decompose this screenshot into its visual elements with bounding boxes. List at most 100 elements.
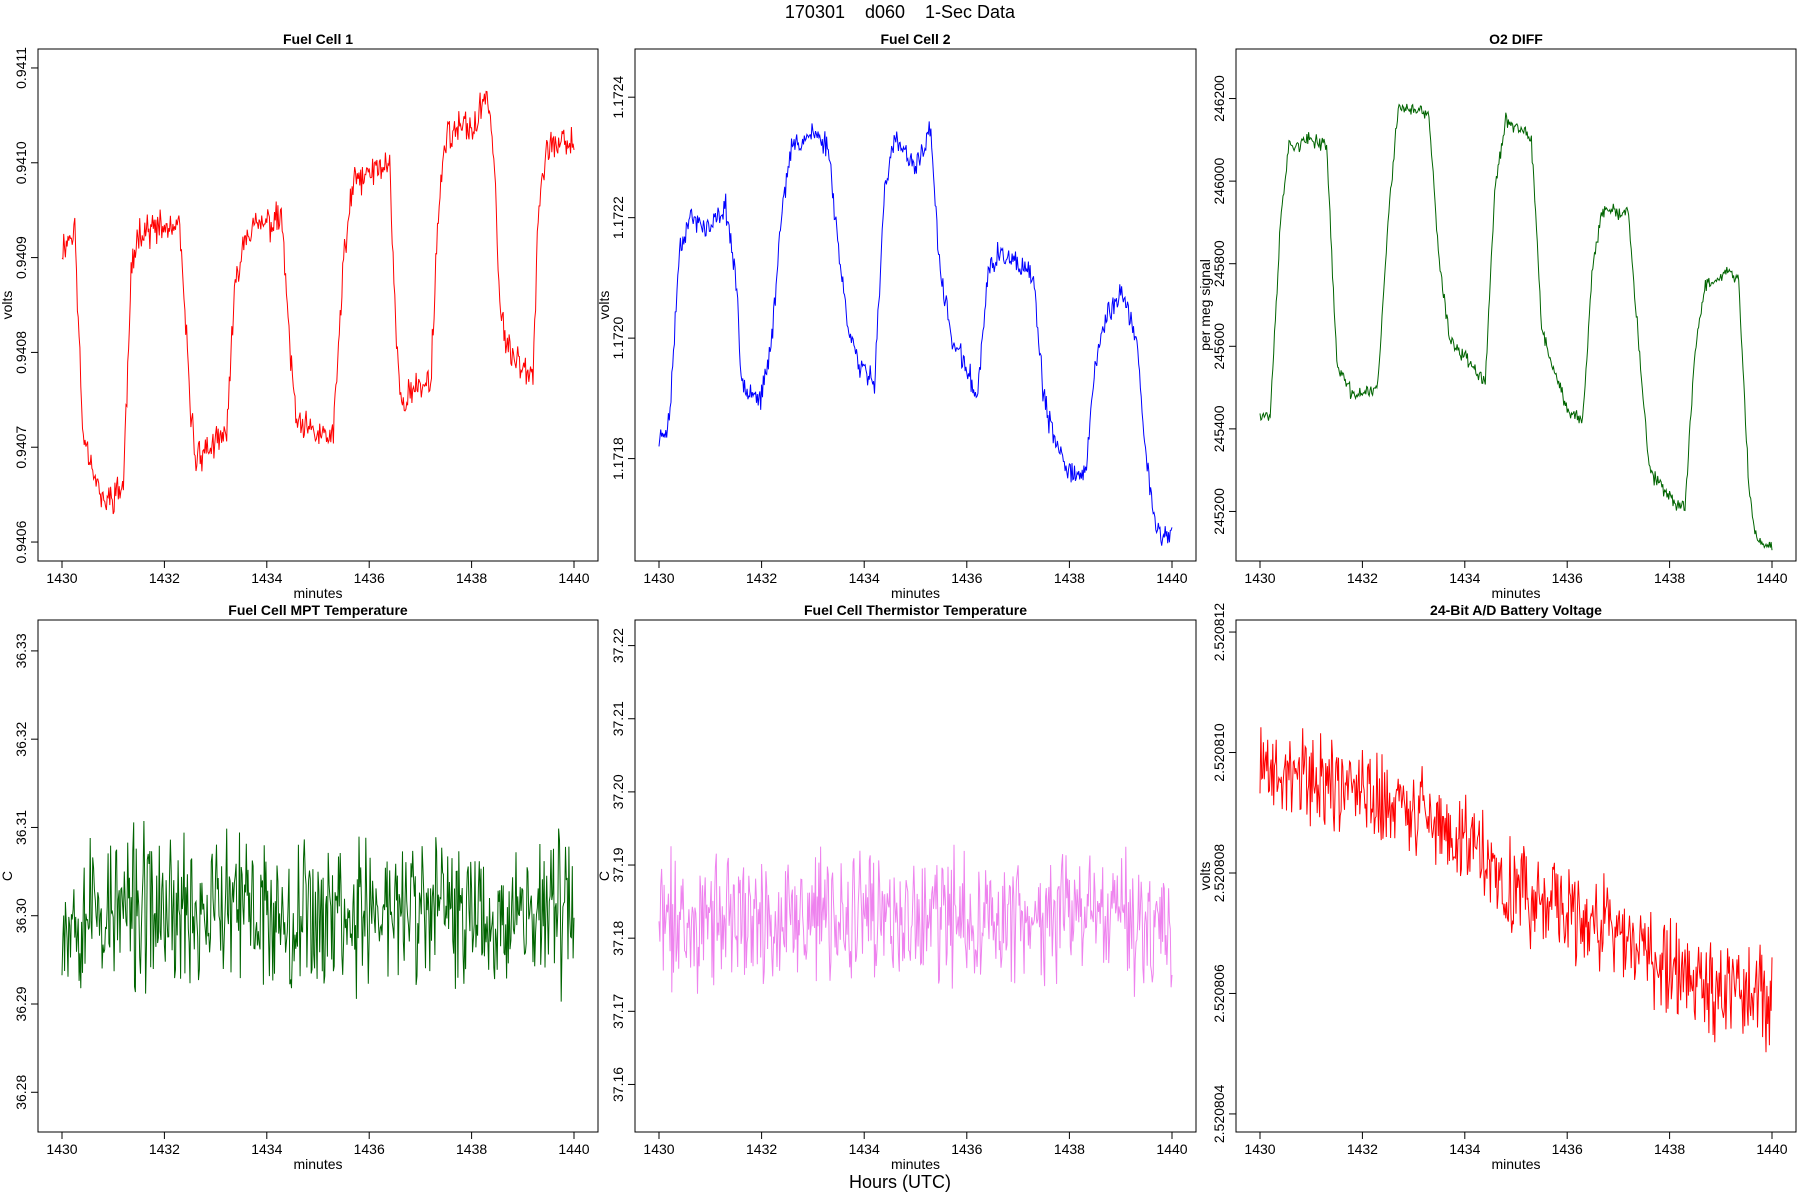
y-tick-label: 37.18 (610, 920, 626, 955)
x-tick-label: 1436 (951, 570, 982, 586)
series-line (1259, 727, 1773, 1053)
x-tick-label: 1430 (46, 570, 77, 586)
x-tick-label: 1438 (456, 570, 487, 586)
series-line (658, 844, 1173, 997)
y-tick-label: 37.22 (610, 628, 626, 663)
y-tick-label: 0.9411 (13, 47, 29, 89)
chart-panel-3: O2 DIFF 1430 1432 1434 1436 1438 1440 minutes 24… (1197, 31, 1797, 601)
y-tick-label: 2.520810 (1211, 723, 1227, 782)
y-tick-label: 36.28 (13, 1075, 29, 1110)
x-tick-label: 1434 (1449, 570, 1480, 586)
y-tick-label: 246000 (1211, 158, 1227, 205)
y-tick-label: 2.520804 (1211, 1085, 1227, 1144)
x-tick-label: 1434 (1449, 1141, 1480, 1157)
x-tick-label: 1432 (149, 1141, 180, 1157)
y-tick-label: 2.520808 (1211, 844, 1227, 903)
y-tick-label: 1.1718 (610, 437, 626, 480)
x-axis-label: minutes (293, 1156, 342, 1172)
x-tick-label: 1434 (849, 1141, 880, 1157)
plot-frame (634, 619, 1197, 1133)
x-tick-label: 1434 (251, 570, 282, 586)
y-tick-label: 37.16 (610, 1067, 626, 1102)
y-tick-label: 36.29 (13, 986, 29, 1021)
x-tick-label: 1438 (1654, 570, 1685, 586)
y-tick-label: 2.520812 (1211, 603, 1227, 662)
x-tick-label: 1434 (251, 1141, 282, 1157)
figure-x-caption: Hours (UTC) (849, 1172, 951, 1192)
y-axis-label: per meg signal (1197, 259, 1213, 351)
y-axis-label: volts (596, 291, 612, 320)
chart-panel-6: 24-Bit A/D Battery Voltage 1430 1432 1434 14… (1197, 602, 1797, 1172)
y-tick-label: 37.20 (610, 774, 626, 809)
plot-frame (37, 48, 599, 562)
series-line (61, 90, 575, 515)
x-axis-label: minutes (891, 1156, 940, 1172)
x-tick-label: 1432 (746, 1141, 777, 1157)
plot-title: Fuel Cell 1 (283, 31, 353, 47)
y-axis-label: C (596, 871, 612, 881)
y-tick-label: 245200 (1211, 488, 1227, 535)
y-tick-label: 245600 (1211, 323, 1227, 370)
y-tick-label: 36.32 (13, 721, 29, 756)
y-tick-label: 245800 (1211, 240, 1227, 287)
y-tick-label: 37.19 (610, 847, 626, 882)
y-tick-label: 36.30 (13, 898, 29, 933)
x-tick-label: 1432 (1347, 1141, 1378, 1157)
x-tick-label: 1430 (643, 570, 674, 586)
x-tick-label: 1438 (456, 1141, 487, 1157)
x-tick-label: 1430 (643, 1141, 674, 1157)
series-line (1259, 103, 1773, 551)
y-tick-label: 0.9410 (13, 141, 29, 184)
y-tick-label: 1.1724 (610, 76, 626, 119)
y-tick-label: 36.33 (13, 633, 29, 668)
series-line (61, 820, 575, 1002)
y-tick-label: 36.31 (13, 810, 29, 845)
x-tick-label: 1436 (354, 570, 385, 586)
x-tick-label: 1434 (849, 570, 880, 586)
y-tick-label: 246200 (1211, 75, 1227, 122)
plot-title: Fuel Cell Thermistor Temperature (804, 602, 1027, 618)
x-axis-label: minutes (1491, 1156, 1540, 1172)
y-tick-label: 0.9407 (13, 426, 29, 469)
x-tick-label: 1440 (1756, 1141, 1787, 1157)
x-tick-label: 1440 (1756, 570, 1787, 586)
plot-frame (1235, 48, 1797, 562)
figure-title: 170301 d060 1-Sec Data (784, 2, 1016, 22)
y-tick-label: 0.9408 (13, 331, 29, 374)
y-axis-label: C (0, 871, 15, 881)
x-tick-label: 1440 (558, 570, 589, 586)
chart-panel-4: Fuel Cell MPT Temperature 1430 1432 1434 143… (0, 602, 599, 1172)
x-tick-label: 1436 (951, 1141, 982, 1157)
plot-frame (1235, 619, 1797, 1133)
x-tick-label: 1438 (1054, 570, 1085, 586)
x-tick-label: 1432 (746, 570, 777, 586)
x-tick-label: 1430 (1244, 1141, 1275, 1157)
x-tick-label: 1436 (354, 1141, 385, 1157)
plot-title: Fuel Cell 2 (880, 31, 950, 47)
y-tick-label: 2.520806 (1211, 964, 1227, 1023)
y-axis-label: volts (0, 291, 15, 320)
x-tick-label: 1440 (1156, 570, 1187, 586)
series-line (658, 121, 1173, 546)
plot-title: Fuel Cell MPT Temperature (228, 602, 408, 618)
plot-title: 24-Bit A/D Battery Voltage (1430, 602, 1602, 618)
y-tick-label: 0.9406 (13, 520, 29, 563)
plot-title: O2 DIFF (1489, 31, 1543, 47)
chart-panel-1: Fuel Cell 1 1430 1432 1434 1436 1438 1440 minut… (0, 31, 599, 601)
x-tick-label: 1440 (558, 1141, 589, 1157)
y-tick-label: 37.17 (610, 994, 626, 1029)
x-tick-label: 1438 (1654, 1141, 1685, 1157)
x-tick-label: 1432 (149, 570, 180, 586)
x-tick-label: 1438 (1054, 1141, 1085, 1157)
y-tick-label: 37.21 (610, 701, 626, 736)
y-tick-label: 1.1722 (610, 196, 626, 239)
y-tick-label: 1.1720 (610, 317, 626, 360)
y-tick-label: 245400 (1211, 405, 1227, 452)
chart-panel-5: Fuel Cell Thermistor Temperature 1430 1432… (596, 602, 1197, 1172)
x-tick-label: 1432 (1347, 570, 1378, 586)
y-axis-label: volts (1197, 862, 1213, 891)
plot-frame (634, 48, 1197, 562)
x-tick-label: 1430 (46, 1141, 77, 1157)
x-tick-label: 1436 (1552, 1141, 1583, 1157)
